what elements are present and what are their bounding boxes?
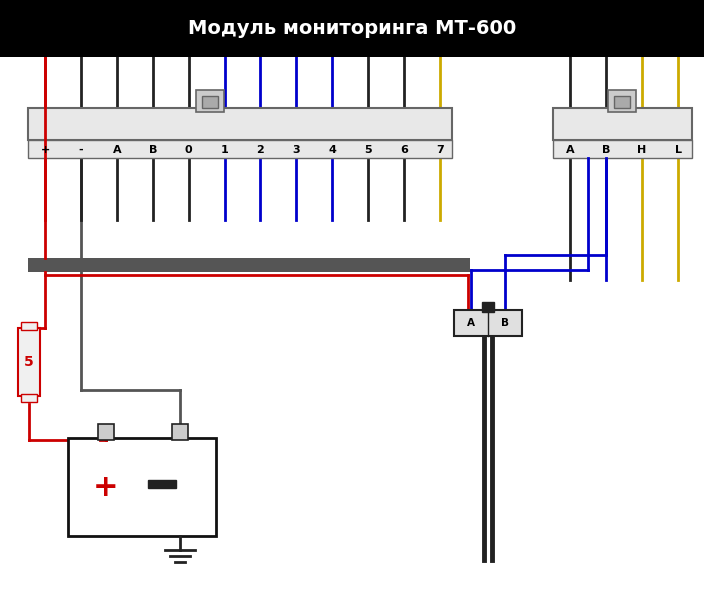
- Text: A: A: [566, 145, 574, 155]
- Text: 6: 6: [400, 145, 408, 155]
- Bar: [0, 0, 704, 57]
- Bar: [21, 322, 37, 330]
- Bar: [28, 108, 452, 140]
- Bar: [18, 328, 40, 396]
- Text: Модуль мониторинга МТ-600: Модуль мониторинга МТ-600: [188, 18, 516, 38]
- Text: 5: 5: [24, 355, 34, 369]
- Text: B: B: [602, 145, 610, 155]
- Text: H: H: [637, 145, 647, 155]
- Bar: [202, 96, 218, 108]
- Bar: [28, 140, 452, 158]
- Bar: [172, 424, 188, 440]
- Text: A: A: [113, 145, 121, 155]
- Bar: [482, 302, 494, 312]
- Bar: [98, 424, 114, 440]
- Bar: [21, 394, 37, 402]
- Text: B: B: [149, 145, 157, 155]
- Text: 4: 4: [328, 145, 337, 155]
- Bar: [148, 480, 176, 488]
- Text: +: +: [40, 145, 49, 155]
- Text: -: -: [79, 145, 83, 155]
- Text: +: +: [93, 473, 119, 502]
- Bar: [608, 90, 636, 112]
- Text: 5: 5: [365, 145, 372, 155]
- Text: 1: 1: [220, 145, 228, 155]
- Bar: [553, 108, 692, 140]
- Bar: [553, 140, 692, 158]
- Bar: [454, 310, 522, 336]
- Bar: [614, 96, 630, 108]
- Text: 3: 3: [293, 145, 300, 155]
- Text: L: L: [674, 145, 681, 155]
- Text: B: B: [501, 318, 509, 328]
- Bar: [196, 90, 224, 112]
- Text: 7: 7: [436, 145, 444, 155]
- Text: 2: 2: [256, 145, 264, 155]
- Text: 0: 0: [185, 145, 192, 155]
- Text: A: A: [467, 318, 475, 328]
- Bar: [28, 258, 470, 272]
- Bar: [68, 438, 216, 536]
